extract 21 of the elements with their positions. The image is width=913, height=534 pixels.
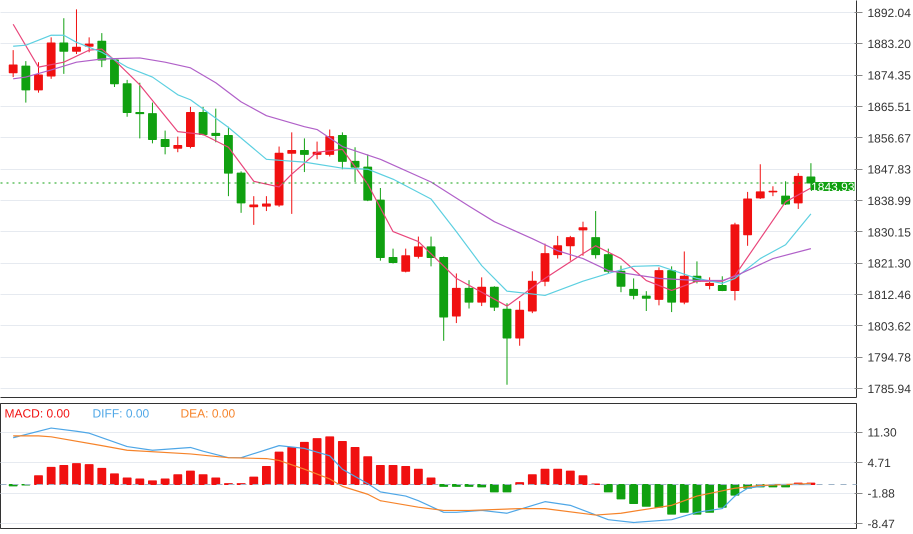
y-tick-label: 1830.15 — [868, 225, 912, 240]
y-tick-label: 1883.20 — [868, 37, 912, 52]
y-tick-label: 11.30 — [868, 426, 897, 440]
y-tick-label: 1803.62 — [868, 319, 912, 334]
ref-line-label: 1843.93 — [811, 180, 855, 194]
y-tick-label: 1821.30 — [868, 256, 912, 271]
y-tick-label: 1865.51 — [868, 100, 912, 114]
y-tick-label: 1847.83 — [868, 162, 912, 177]
text: MACD: 0.00 — [4, 406, 70, 420]
series-label: DIFF: 0.00 — [92, 406, 150, 420]
text: DEA: 0.00 — [180, 406, 236, 420]
y-tick-label: 1892.04 — [868, 6, 912, 20]
y-tick-label: 1838.99 — [868, 194, 912, 208]
y-tick-label: -8.47 — [868, 517, 896, 532]
y-tick-label: 1874.35 — [868, 68, 912, 83]
y-tick-label: 1794.78 — [868, 350, 912, 365]
y-tick-label: 1856.67 — [868, 131, 912, 146]
y-tick-label: 4.71 — [868, 456, 892, 470]
y-tick-label: 1785.94 — [868, 382, 912, 396]
y-tick-label: 1812.46 — [868, 288, 912, 302]
y-tick-label: -1.88 — [868, 486, 896, 501]
